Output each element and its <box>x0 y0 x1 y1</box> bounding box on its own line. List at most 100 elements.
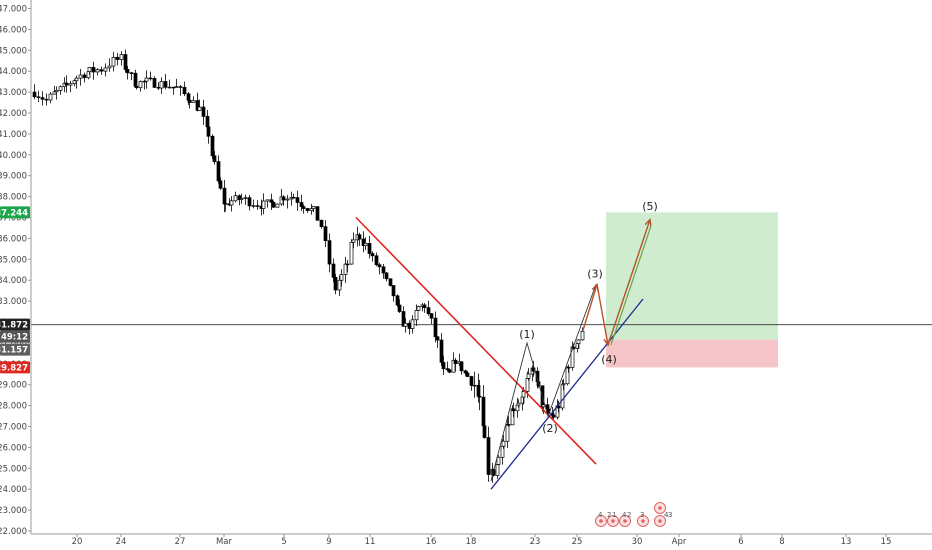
candle <box>58 85 63 95</box>
time-tick-label: 13 <box>841 537 852 547</box>
candle <box>477 379 482 411</box>
candle <box>367 236 372 259</box>
candle <box>91 61 96 80</box>
event-count-label: 1 <box>612 511 616 519</box>
uptrend-line[interactable] <box>490 298 644 490</box>
candle <box>566 364 571 373</box>
candle <box>451 352 456 373</box>
wave-label: (5) <box>642 200 658 213</box>
candle <box>357 232 362 246</box>
price-tick-label: 141.000 <box>0 130 27 140</box>
candle <box>95 68 100 76</box>
price-badge: 49:12 <box>0 330 30 343</box>
candle <box>309 203 314 215</box>
candle <box>327 233 332 273</box>
time-tick-label: Mar <box>216 537 233 547</box>
candle <box>36 90 41 103</box>
event-count-label: 4 <box>598 511 603 519</box>
time-tick-label: 9 <box>326 537 331 547</box>
event-count-label: 4 <box>664 511 669 519</box>
candle <box>496 455 501 466</box>
price-badges: 137.244 131.872 49:12 131.157 129.827 <box>0 206 30 374</box>
price-tick-label: 142.000 <box>0 109 27 119</box>
candle <box>275 203 280 208</box>
candle <box>247 195 252 211</box>
time-tick-label: 5 <box>281 537 286 547</box>
candle <box>223 196 228 212</box>
candle <box>167 79 172 89</box>
wave-label: (1) <box>519 328 535 341</box>
candle <box>251 199 256 209</box>
candle <box>107 58 112 72</box>
price-badge: 129.827 <box>0 361 30 374</box>
candle <box>361 231 366 253</box>
plot-area: (1)(2)(3)(4)(5)4 2 1 4 2 3 4 3 <box>31 49 932 527</box>
candle <box>576 339 581 350</box>
candle <box>363 237 368 251</box>
candle <box>374 252 379 267</box>
candle <box>463 369 468 376</box>
price-tick-label: 137.000 <box>0 214 27 224</box>
candle <box>201 99 206 125</box>
price-tick-label: 128.000 <box>0 402 27 412</box>
price-tick-label: 147.000 <box>0 5 27 15</box>
candle <box>82 72 87 83</box>
price-tick-label: 140.000 <box>0 151 27 161</box>
price-badge: 131.872 <box>0 318 30 331</box>
price-axis[interactable]: 122.000 123.000 124.000 125.000 126.000 127.0… <box>0 0 32 537</box>
candle <box>163 74 168 90</box>
time-axis[interactable]: 20 24 27 Mar 5 9 11 16 18 23 25 30 Apr 6 8 13 15 <box>31 533 932 547</box>
svg-text:137.244: 137.244 <box>0 208 28 218</box>
candle <box>459 361 464 375</box>
candle <box>453 358 458 372</box>
candle <box>472 371 477 398</box>
downtrend-line[interactable] <box>355 216 597 465</box>
candle <box>187 93 192 109</box>
candle <box>439 333 444 366</box>
candle <box>52 85 57 95</box>
price-tick-label: 145.000 <box>0 46 27 56</box>
candle <box>281 195 286 206</box>
candle <box>212 151 217 165</box>
candle <box>152 76 157 89</box>
projection-arrow-5-head <box>644 218 652 227</box>
svg-text:129.827: 129.827 <box>0 363 28 373</box>
stop-zone <box>606 339 778 368</box>
candle <box>331 258 336 283</box>
candle <box>279 188 284 206</box>
candle <box>401 306 406 327</box>
candle <box>271 201 276 208</box>
svg-text:131.872: 131.872 <box>0 321 28 331</box>
candle <box>195 92 200 112</box>
time-tick-label: 24 <box>116 537 127 547</box>
wave-label: (2) <box>542 422 558 435</box>
candle <box>74 75 79 89</box>
candle <box>44 93 49 106</box>
candle <box>501 434 506 449</box>
wave-label: (4) <box>601 353 617 366</box>
time-tick-label: 30 <box>632 537 643 547</box>
candle <box>54 86 59 100</box>
candle <box>561 378 566 391</box>
price-tick-label: 126.000 <box>0 443 27 453</box>
wave-path <box>490 284 597 481</box>
candle <box>305 207 310 213</box>
candle <box>115 53 120 66</box>
price-tick-label: 143.000 <box>0 88 27 98</box>
candle <box>397 299 402 314</box>
candle <box>210 134 215 160</box>
candle <box>182 81 187 96</box>
candle <box>265 199 270 208</box>
candle <box>197 99 202 111</box>
price-tick-label: 127.000 <box>0 423 27 433</box>
candle <box>435 335 440 348</box>
candle <box>343 256 348 283</box>
candle <box>40 91 45 106</box>
candle <box>506 416 511 427</box>
candle <box>72 79 77 87</box>
candle <box>315 206 320 221</box>
candle <box>64 75 69 93</box>
candle <box>32 84 37 100</box>
